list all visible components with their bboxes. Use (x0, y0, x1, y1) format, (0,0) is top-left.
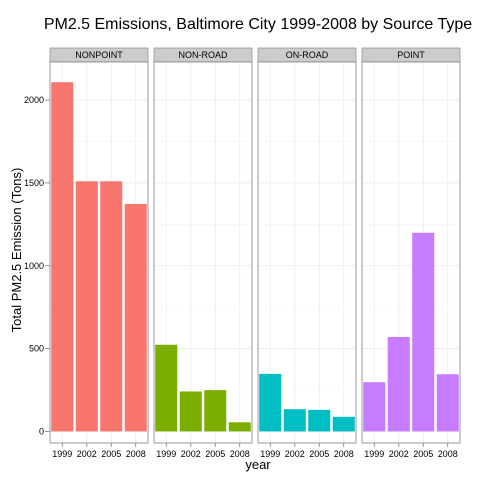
x-tick-label: 2008 (126, 449, 146, 459)
bar-point-1999 (363, 382, 386, 432)
x-tick-label: 1999 (260, 449, 280, 459)
bar-nonpoint-2002 (75, 181, 98, 432)
y-tick-label: 500 (29, 344, 44, 354)
chart-title: PM2.5 Emissions, Baltimore City 1999-200… (44, 16, 472, 33)
x-tick-label: 2005 (413, 449, 433, 459)
x-axis-title: year (245, 457, 271, 472)
facet-panel-nonpoint: NONPOINT 1999 2002 2005 2008 (49, 47, 149, 459)
x-tick-label: 1999 (156, 449, 176, 459)
panel-border (257, 61, 357, 444)
bar-non-road-2002 (179, 391, 202, 432)
x-tick-label: 1999 (364, 449, 384, 459)
x-tick-label: 2005 (205, 449, 225, 459)
x-tick-label: 2008 (230, 449, 250, 459)
bar-on-road-2008 (332, 416, 355, 432)
x-tick-label: 2002 (77, 449, 97, 459)
facet-panel-point: POINT 1999 2002 2005 2008 (361, 47, 461, 459)
bar-on-road-1999 (259, 373, 282, 432)
bar-point-2002 (387, 336, 410, 432)
bar-point-2005 (412, 232, 435, 432)
y-axis-title: Total PM2.5 Emission (Tons) (9, 168, 24, 333)
bar-nonpoint-1999 (51, 82, 74, 432)
bar-on-road-2002 (283, 409, 306, 432)
bar-nonpoint-2005 (100, 181, 123, 432)
facet-panel-non-road: NON-ROAD 1999 2002 2005 2008 (153, 47, 253, 459)
x-tick-label: 2008 (334, 449, 354, 459)
panel-border (361, 61, 461, 444)
bar-non-road-1999 (155, 344, 178, 432)
panel-border (49, 61, 149, 444)
x-tick-label: 2002 (285, 449, 305, 459)
facet-panels: NONPOINT 1999 2002 2005 2008 NON-ROAD 1999 2002… (49, 47, 461, 459)
y-tick-label: 0 (39, 426, 44, 436)
bar-on-road-2005 (308, 409, 331, 432)
facet-strip-label: ON-ROAD (286, 50, 329, 60)
bar-point-2008 (436, 374, 459, 432)
y-tick-label: 2000 (24, 95, 44, 105)
x-tick-label: 2005 (309, 449, 329, 459)
x-tick-label: 2002 (181, 449, 201, 459)
x-tick-label: 2005 (101, 449, 121, 459)
x-tick-label: 2002 (389, 449, 409, 459)
facet-panel-on-road: ON-ROAD 1999 2002 2005 2008 (257, 47, 357, 459)
x-tick-label: 2008 (438, 449, 458, 459)
facet-strip-label: NON-ROAD (179, 50, 228, 60)
y-tick-label: 1500 (24, 178, 44, 188)
bar-non-road-2005 (204, 390, 227, 432)
panel-border (153, 61, 253, 444)
facet-strip-label: POINT (397, 50, 425, 60)
y-tick-label: 1000 (24, 261, 44, 271)
bar-non-road-2008 (228, 422, 251, 432)
facet-strip-label: NONPOINT (75, 50, 123, 60)
bar-nonpoint-2008 (124, 203, 147, 432)
x-tick-label: 1999 (52, 449, 72, 459)
y-axis: 0 500 1000 1500 2000 (24, 95, 50, 436)
